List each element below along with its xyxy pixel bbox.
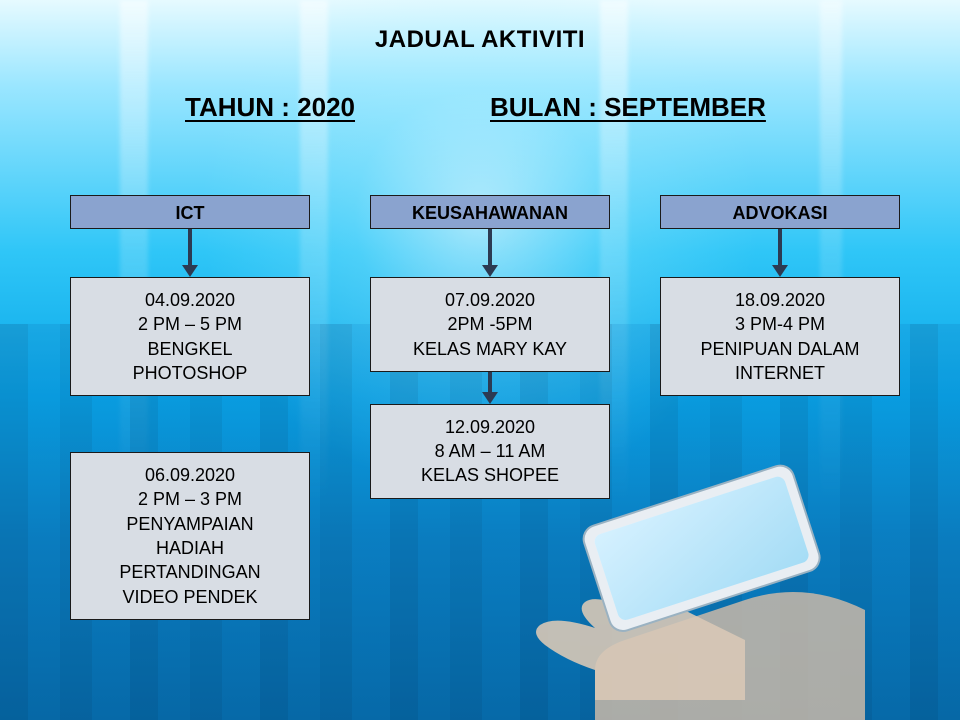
event-time: 2 PM – 5 PM <box>79 312 301 336</box>
arrow-head-icon <box>482 265 498 277</box>
page-title: JADUAL AKTIVITI <box>0 26 960 54</box>
event-line: KELAS SHOPEE <box>379 463 601 487</box>
event-line: PENIPUAN DALAM <box>669 337 891 361</box>
event-card: 12.09.2020 8 AM – 11 AM KELAS SHOPEE <box>370 404 610 499</box>
event-time: 3 PM-4 PM <box>669 312 891 336</box>
column-header: KEUSAHAWANAN <box>370 195 610 229</box>
event-line: PHOTOSHOP <box>79 361 301 385</box>
arrow-shaft <box>188 229 192 265</box>
arrow-head-icon <box>182 265 198 277</box>
event-line: HADIAH <box>79 536 301 560</box>
event-date: 07.09.2020 <box>379 288 601 312</box>
column-header: ADVOKASI <box>660 195 900 229</box>
stage: JADUAL AKTIVITI TAHUN : 2020 BULAN : SEP… <box>0 0 960 720</box>
event-line: PERTANDINGAN <box>79 560 301 584</box>
event-line: PENYAMPAIAN <box>79 512 301 536</box>
event-card: 04.09.2020 2 PM – 5 PM BENGKEL PHOTOSHOP <box>70 277 310 396</box>
column-header: ICT <box>70 195 310 229</box>
column-keusahawanan: KEUSAHAWANAN 07.09.2020 2PM -5PM KELAS M… <box>370 195 610 499</box>
column-advokasi: ADVOKASI 18.09.2020 3 PM-4 PM PENIPUAN D… <box>660 195 900 396</box>
arrow-shaft <box>488 372 492 392</box>
event-date: 04.09.2020 <box>79 288 301 312</box>
event-line: VIDEO PENDEK <box>79 585 301 609</box>
arrow-head-icon <box>482 392 498 404</box>
event-date: 12.09.2020 <box>379 415 601 439</box>
event-line: BENGKEL <box>79 337 301 361</box>
arrow-down-icon <box>370 229 610 277</box>
event-time: 2 PM – 3 PM <box>79 487 301 511</box>
event-time: 2PM -5PM <box>379 312 601 336</box>
event-card: 06.09.2020 2 PM – 3 PM PENYAMPAIAN HADIA… <box>70 452 310 620</box>
event-card: 18.09.2020 3 PM-4 PM PENIPUAN DALAM INTE… <box>660 277 900 396</box>
arrow-down-icon <box>660 229 900 277</box>
event-gap <box>70 396 310 452</box>
arrow-down-icon <box>70 229 310 277</box>
column-ict: ICT 04.09.2020 2 PM – 5 PM BENGKEL PHOTO… <box>70 195 310 620</box>
arrow-shaft <box>778 229 782 265</box>
subheader-year: TAHUN : 2020 <box>185 92 355 123</box>
event-time: 8 AM – 11 AM <box>379 439 601 463</box>
event-card: 07.09.2020 2PM -5PM KELAS MARY KAY <box>370 277 610 372</box>
event-line: KELAS MARY KAY <box>379 337 601 361</box>
arrow-shaft <box>488 229 492 265</box>
event-line: INTERNET <box>669 361 891 385</box>
arrow-head-icon <box>772 265 788 277</box>
arrow-down-icon <box>370 372 610 404</box>
event-date: 18.09.2020 <box>669 288 891 312</box>
subheader-month: BULAN : SEPTEMBER <box>490 92 766 123</box>
event-date: 06.09.2020 <box>79 463 301 487</box>
